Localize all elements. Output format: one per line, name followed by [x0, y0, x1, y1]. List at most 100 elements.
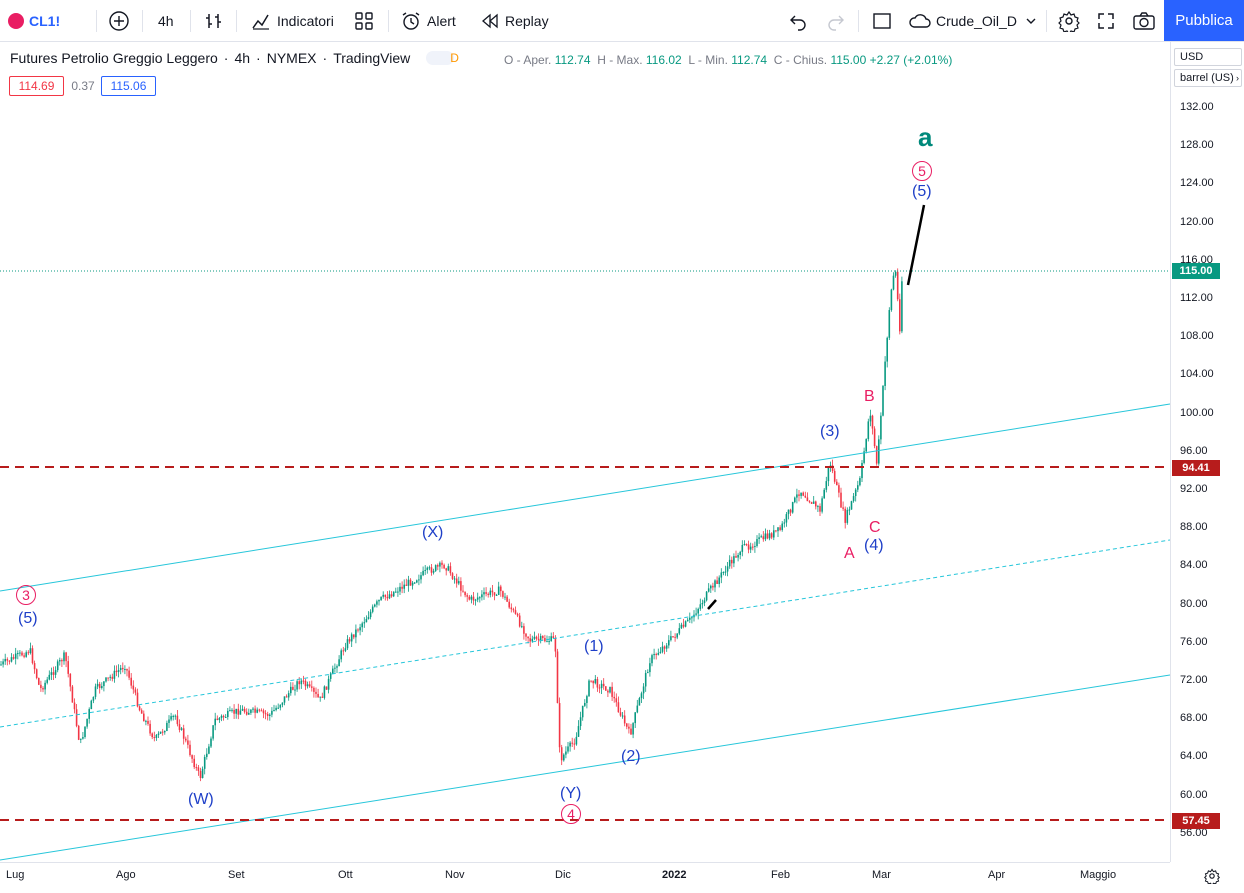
time-tick: Mar [872, 869, 891, 881]
candle-body [695, 613, 697, 615]
candle-body [567, 746, 569, 752]
replay-button[interactable]: Replay [480, 0, 549, 42]
templates-button[interactable] [354, 0, 374, 42]
price-tick: 92.00 [1180, 483, 1208, 495]
candle-body [195, 767, 198, 769]
candle-body [317, 693, 319, 698]
candle-body [502, 591, 504, 597]
alert-button[interactable]: Alert [400, 0, 456, 42]
fullscreen-layout-button[interactable] [872, 0, 892, 42]
candle-body [103, 681, 105, 687]
wave-label-2-paren: (2) [621, 748, 641, 765]
chart-type-button[interactable] [204, 0, 224, 42]
fullscreen-button[interactable] [1096, 0, 1116, 42]
wave-label-b: B [864, 388, 875, 405]
candle-body [661, 646, 664, 652]
candle-body [451, 573, 454, 579]
candle-body [560, 747, 563, 761]
candle-body [653, 654, 655, 656]
spread-value: 0.37 [68, 76, 98, 96]
compare-button[interactable] [108, 0, 130, 42]
candle-body [311, 686, 313, 688]
axis-settings-button[interactable] [1204, 868, 1220, 889]
top-toolbar: CL1! 4h Indicatori Alert Replay Crude_Oi… [0, 0, 1244, 42]
snapshot-button[interactable] [1132, 0, 1156, 42]
candle-body [449, 566, 452, 574]
candle-body [44, 682, 46, 690]
candle-body [642, 686, 645, 694]
candle-body [464, 591, 466, 596]
time-axis[interactable] [0, 862, 1170, 893]
candle-body [592, 680, 594, 684]
candle-body [96, 683, 99, 687]
candle-body [766, 533, 769, 539]
candle-body [29, 648, 32, 654]
candle-body [0, 664, 2, 666]
candle-body [804, 495, 807, 498]
candle-body [647, 672, 649, 674]
candle-body [697, 608, 699, 614]
candle-body [140, 710, 143, 714]
candle-body [718, 577, 720, 584]
candle-body [132, 685, 135, 690]
time-tick: Dic [555, 869, 571, 881]
grid-icon [355, 12, 373, 30]
square-icon [873, 13, 891, 29]
candle-body [754, 546, 756, 548]
candle-body [733, 556, 735, 564]
price-tick: 104.00 [1180, 368, 1214, 381]
bid-price-button[interactable]: 114.69 [9, 76, 64, 96]
redo-button[interactable] [826, 0, 846, 42]
candle-body [119, 667, 122, 671]
candle-body [84, 726, 86, 738]
candle-body [680, 624, 683, 629]
candle-body [33, 663, 36, 670]
candle-body [722, 572, 725, 574]
time-tick: Ott [338, 869, 353, 881]
rewind-icon [482, 13, 498, 29]
candle-body [529, 638, 531, 642]
currency-select[interactable]: USD [1174, 48, 1242, 66]
candle-body [712, 585, 714, 588]
market-status-icon[interactable]: D [426, 51, 459, 65]
candle-body [390, 594, 393, 597]
price-chart[interactable] [0, 42, 1170, 862]
candle-body [25, 652, 27, 657]
layout-menu[interactable]: Crude_Oil_D [908, 0, 1037, 42]
candle-body [153, 737, 156, 739]
candle-body [182, 728, 185, 739]
candle-body [888, 310, 891, 338]
candle-body [460, 581, 462, 591]
candle-body [98, 683, 101, 688]
spread-text: 0.37 [71, 79, 95, 93]
candle-body [4, 659, 6, 662]
interval-button[interactable]: 4h [158, 0, 174, 42]
publish-button[interactable]: Pubblica [1164, 0, 1244, 41]
candle-body [649, 663, 651, 673]
settings-button[interactable] [1058, 0, 1080, 42]
candle-body [678, 628, 681, 634]
price-tick: 124.00 [1180, 177, 1214, 190]
indicators-button[interactable]: Indicatori [250, 0, 334, 42]
close-value: 115.00 [830, 53, 867, 67]
undo-button[interactable] [788, 0, 808, 42]
candle-body [495, 594, 498, 596]
candle-body [405, 584, 408, 586]
candle-body [170, 716, 172, 720]
candle-body [56, 661, 59, 671]
wave-label-a-upper: A [844, 545, 855, 562]
candle-body [69, 673, 72, 687]
candle-body [607, 690, 609, 693]
unit-select[interactable]: barrel (US) › [1174, 69, 1242, 87]
price-axis[interactable] [1170, 42, 1244, 862]
candle-body [40, 684, 42, 689]
ask-price-button[interactable]: 115.06 [101, 76, 156, 96]
candle-body [403, 584, 405, 589]
candle-body [785, 514, 788, 523]
symbol-search[interactable]: CL1! [8, 0, 60, 42]
candle-body [563, 754, 565, 761]
candle-body [92, 696, 95, 701]
candle-body [523, 626, 525, 634]
legend-source: TradingView [333, 50, 411, 66]
candle-body [348, 639, 351, 642]
